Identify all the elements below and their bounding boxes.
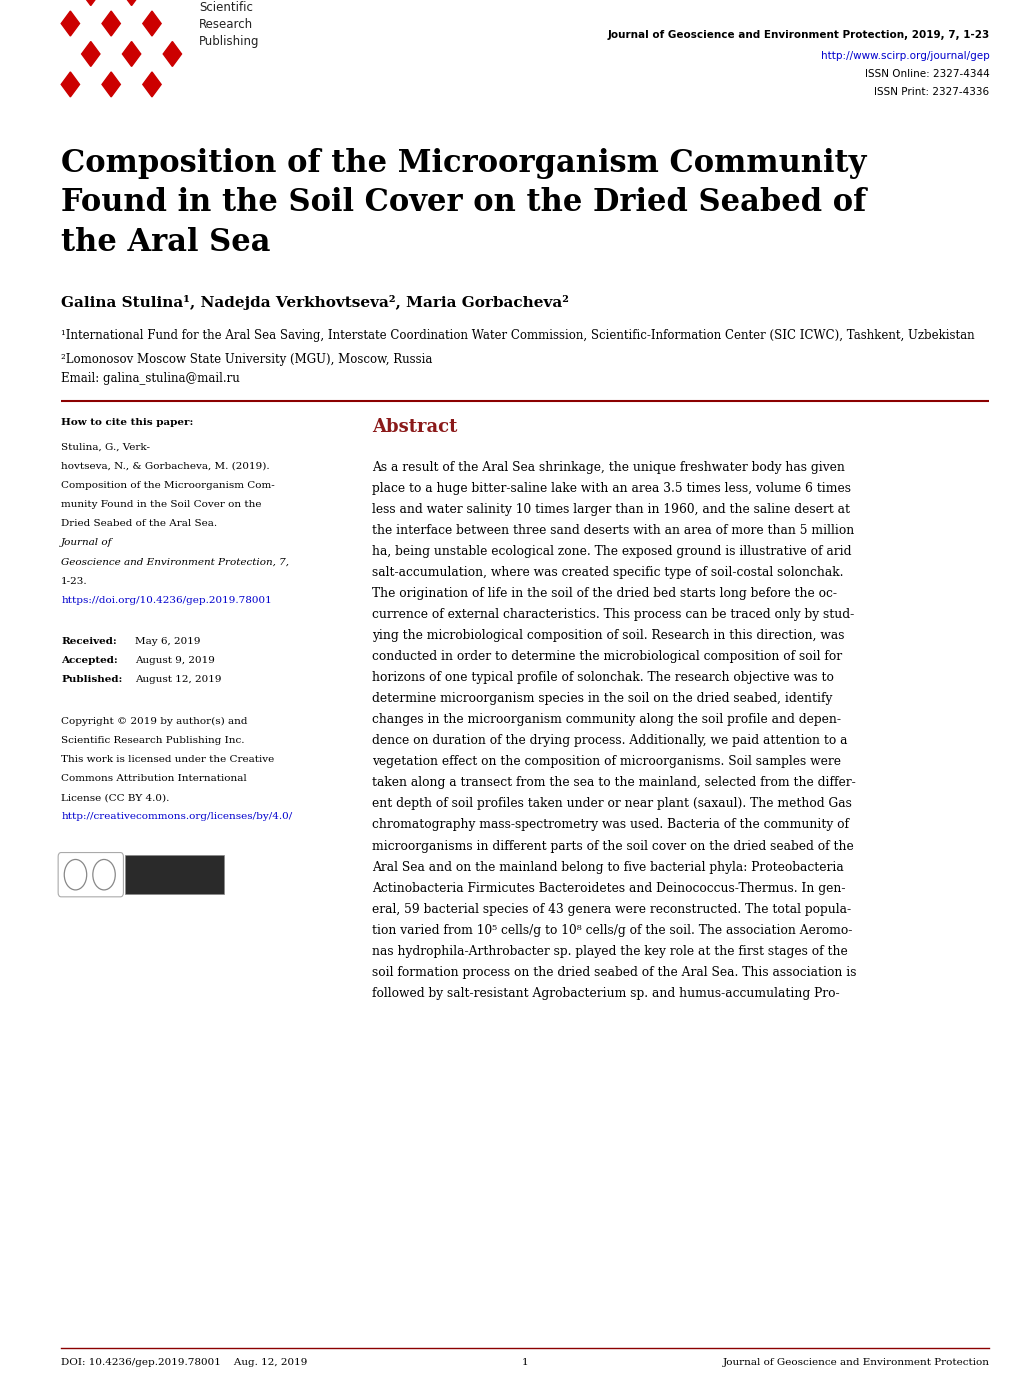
Text: The origination of life in the soil of the dried bed starts long before the oc-: The origination of life in the soil of t…: [372, 587, 837, 601]
Polygon shape: [102, 11, 120, 36]
Text: ying the microbiological composition of soil. Research in this direction, was: ying the microbiological composition of …: [372, 630, 844, 642]
Polygon shape: [61, 72, 79, 97]
Text: Open Access: Open Access: [143, 871, 207, 879]
Text: chromatography mass-spectrometry was used. Bacteria of the community of: chromatography mass-spectrometry was use…: [372, 818, 849, 832]
Text: ent depth of soil profiles taken under or near plant (saxaul). The method Gas: ent depth of soil profiles taken under o…: [372, 797, 851, 811]
Text: Composition of the Microorganism Com-: Composition of the Microorganism Com-: [61, 482, 275, 490]
Text: munity Found in the Soil Cover on the: munity Found in the Soil Cover on the: [61, 500, 262, 509]
Text: Commons Attribution International: Commons Attribution International: [61, 774, 247, 783]
Text: vegetation effect on the composition of microorganisms. Soil samples were: vegetation effect on the composition of …: [372, 756, 841, 768]
Text: conducted in order to determine the microbiological composition of soil for: conducted in order to determine the micr…: [372, 650, 842, 663]
Text: Accepted:: Accepted:: [61, 656, 118, 666]
Polygon shape: [61, 11, 79, 36]
Text: less and water salinity 10 times larger than in 1960, and the saline desert at: less and water salinity 10 times larger …: [372, 502, 850, 516]
Text: May 6, 2019: May 6, 2019: [135, 637, 200, 646]
Text: taken along a transect from the sea to the mainland, selected from the differ-: taken along a transect from the sea to t…: [372, 776, 855, 789]
Polygon shape: [122, 42, 141, 66]
FancyBboxPatch shape: [125, 855, 224, 894]
Polygon shape: [102, 72, 120, 97]
Text: Stulina, G., Verk-: Stulina, G., Verk-: [61, 443, 150, 453]
Text: Dried Seabed of the Aral Sea.: Dried Seabed of the Aral Sea.: [61, 519, 217, 529]
Text: soil formation process on the dried seabed of the Aral Sea. This association is: soil formation process on the dried seab…: [372, 966, 856, 978]
Text: How to cite this paper:: How to cite this paper:: [61, 418, 194, 428]
Text: determine microorganism species in the soil on the dried seabed, identify: determine microorganism species in the s…: [372, 692, 832, 706]
Text: ISSN Print: 2327-4336: ISSN Print: 2327-4336: [873, 87, 988, 97]
Text: http://creativecommons.org/licenses/by/4.0/: http://creativecommons.org/licenses/by/4…: [61, 812, 292, 822]
Text: This work is licensed under the Creative: This work is licensed under the Creative: [61, 756, 274, 764]
Text: As a result of the Aral Sea shrinkage, the unique freshwater body has given: As a result of the Aral Sea shrinkage, t…: [372, 461, 845, 473]
Text: https://doi.org/10.4236/gep.2019.78001: https://doi.org/10.4236/gep.2019.78001: [61, 595, 272, 605]
Text: ISSN Online: 2327-4344: ISSN Online: 2327-4344: [864, 69, 988, 79]
Text: eral, 59 bacterial species of 43 genera were reconstructed. The total popula-: eral, 59 bacterial species of 43 genera …: [372, 902, 851, 916]
Text: ²Lomonosov Moscow State University (MGU), Moscow, Russia: ²Lomonosov Moscow State University (MGU)…: [61, 353, 432, 365]
Text: Journal of Geoscience and Environment Protection: Journal of Geoscience and Environment Pr…: [721, 1358, 988, 1367]
Text: Journal of Geoscience and Environment Protection, 2019, 7, 1-23: Journal of Geoscience and Environment Pr…: [606, 30, 988, 40]
Text: salt-accumulation, where was created specific type of soil-costal solonchak.: salt-accumulation, where was created spe…: [372, 566, 843, 579]
Text: 1: 1: [522, 1358, 528, 1367]
Text: changes in the microorganism community along the soil profile and depen-: changes in the microorganism community a…: [372, 713, 841, 727]
Text: License (CC BY 4.0).: License (CC BY 4.0).: [61, 793, 169, 803]
Text: Email: galina_stulina@mail.ru: Email: galina_stulina@mail.ru: [61, 372, 239, 385]
Text: August 9, 2019: August 9, 2019: [135, 656, 214, 666]
Text: Copyright © 2019 by author(s) and: Copyright © 2019 by author(s) and: [61, 717, 248, 727]
Text: Published:: Published:: [61, 675, 122, 685]
Text: http://www.scirp.org/journal/gep: http://www.scirp.org/journal/gep: [820, 51, 988, 61]
Text: hovtseva, N., & Gorbacheva, M. (2019).: hovtseva, N., & Gorbacheva, M. (2019).: [61, 462, 270, 471]
Text: 1-23.: 1-23.: [61, 577, 88, 585]
Polygon shape: [82, 0, 100, 6]
Text: Actinobacteria Firmicutes Bacteroidetes and Deinococcus-Thermus. In gen-: Actinobacteria Firmicutes Bacteroidetes …: [372, 882, 845, 894]
Text: Aral Sea and on the mainland belong to five bacterial phyla: Proteobacteria: Aral Sea and on the mainland belong to f…: [372, 861, 844, 873]
FancyBboxPatch shape: [58, 853, 123, 897]
Polygon shape: [122, 0, 141, 6]
Text: Galina Stulina¹, Nadejda Verkhovtseva², Maria Gorbacheva²: Galina Stulina¹, Nadejda Verkhovtseva², …: [61, 295, 569, 310]
Text: horizons of one typical profile of solonchak. The research objective was to: horizons of one typical profile of solon…: [372, 671, 834, 684]
Polygon shape: [163, 42, 181, 66]
Text: dence on duration of the drying process. Additionally, we paid attention to a: dence on duration of the drying process.…: [372, 735, 847, 747]
Text: Geoscience and Environment Protection, 7,: Geoscience and Environment Protection, 7…: [61, 558, 289, 566]
Text: cc: cc: [71, 872, 79, 877]
Text: Received:: Received:: [61, 637, 117, 646]
Text: tion varied from 10⁵ cells/g to 10⁸ cells/g of the soil. The association Aeromo-: tion varied from 10⁵ cells/g to 10⁸ cell…: [372, 923, 852, 937]
Polygon shape: [143, 11, 161, 36]
Text: Abstract: Abstract: [372, 418, 458, 436]
Text: Scientific
Research
Publishing: Scientific Research Publishing: [199, 1, 259, 48]
Text: currence of external characteristics. This process can be traced only by stud-: currence of external characteristics. Th…: [372, 608, 854, 621]
Text: place to a huge bitter-saline lake with an area 3.5 times less, volume 6 times: place to a huge bitter-saline lake with …: [372, 482, 851, 495]
Text: Journal of: Journal of: [61, 538, 112, 548]
Text: Scientific Research Publishing Inc.: Scientific Research Publishing Inc.: [61, 736, 245, 745]
Text: microorganisms in different parts of the soil cover on the dried seabed of the: microorganisms in different parts of the…: [372, 840, 853, 853]
Text: DOI: 10.4236/gep.2019.78001    Aug. 12, 2019: DOI: 10.4236/gep.2019.78001 Aug. 12, 201…: [61, 1358, 308, 1367]
Text: Composition of the Microorganism Community
Found in the Soil Cover on the Dried : Composition of the Microorganism Communi…: [61, 148, 866, 257]
Text: August 12, 2019: August 12, 2019: [135, 675, 221, 685]
Text: ha, being unstable ecological zone. The exposed ground is illustrative of arid: ha, being unstable ecological zone. The …: [372, 545, 851, 558]
Text: nas hydrophila-Arthrobacter sp. played the key role at the first stages of the: nas hydrophila-Arthrobacter sp. played t…: [372, 945, 847, 958]
Text: followed by salt-resistant Agrobacterium sp. and humus-accumulating Pro-: followed by salt-resistant Agrobacterium…: [372, 987, 839, 999]
Text: ¹International Fund for the Aral Sea Saving, Interstate Coordination Water Commi: ¹International Fund for the Aral Sea Sav…: [61, 329, 974, 342]
Polygon shape: [143, 72, 161, 97]
Polygon shape: [82, 42, 100, 66]
Text: the interface between three sand deserts with an area of more than 5 million: the interface between three sand deserts…: [372, 525, 854, 537]
Text: by: by: [99, 872, 109, 877]
